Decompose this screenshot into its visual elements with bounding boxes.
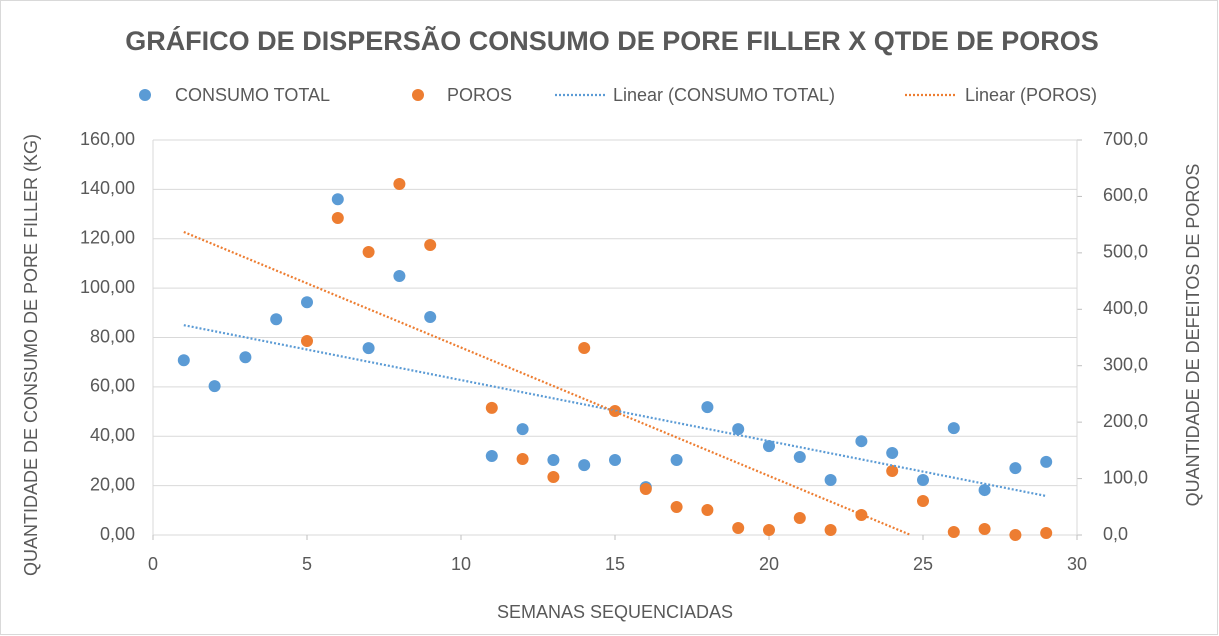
x-tick-label: 25 bbox=[913, 554, 933, 574]
scatter-point bbox=[424, 311, 437, 324]
scatter-point bbox=[824, 523, 837, 536]
scatter-point bbox=[978, 484, 991, 497]
scatter-point bbox=[393, 270, 406, 283]
scatter-point bbox=[547, 470, 560, 483]
scatter-point bbox=[793, 512, 806, 525]
legend-swatch bbox=[412, 89, 424, 101]
scatter-point bbox=[578, 341, 591, 354]
scatter-point bbox=[239, 351, 252, 364]
scatter-point bbox=[824, 473, 837, 486]
scatter-point bbox=[947, 422, 960, 435]
scatter-point bbox=[609, 453, 621, 466]
legend-label: Linear (POROS) bbox=[965, 85, 1097, 105]
scatter-point bbox=[855, 509, 868, 522]
scatter-point bbox=[763, 440, 775, 453]
scatter-point bbox=[516, 452, 529, 465]
scatter-point bbox=[393, 178, 406, 191]
scatter-point bbox=[362, 246, 375, 259]
legend-label: POROS bbox=[447, 85, 512, 105]
y2-tick-label: 300,0 bbox=[1103, 354, 1148, 374]
trendline bbox=[183, 230, 912, 537]
y-tick-label: 60,00 bbox=[90, 376, 135, 396]
scatter-point bbox=[362, 342, 375, 355]
y-tick-label: 0,00 bbox=[100, 524, 135, 544]
scatter-point bbox=[917, 494, 929, 507]
scatter-point bbox=[1040, 527, 1053, 540]
scatter-point bbox=[331, 193, 344, 206]
x-tick-label: 20 bbox=[759, 554, 779, 574]
y2-axis-title: QUANTIDADE DE DEFEITOS DE POROS bbox=[1183, 164, 1203, 507]
x-axis-title: SEMANAS SEQUENCIADAS bbox=[497, 602, 733, 622]
legend-label: Linear (CONSUMO TOTAL) bbox=[613, 85, 835, 105]
scatter-point bbox=[1040, 455, 1053, 468]
y2-tick-label: 0,0 bbox=[1103, 524, 1128, 544]
y2-tick-label: 700,0 bbox=[1103, 129, 1148, 149]
scatter-point bbox=[670, 453, 683, 466]
scatter-point bbox=[763, 523, 775, 536]
y2-tick-label: 100,0 bbox=[1103, 467, 1148, 487]
scatter-point bbox=[639, 483, 652, 496]
scatter-point bbox=[732, 522, 745, 535]
scatter-point bbox=[855, 435, 868, 448]
scatter-point bbox=[947, 526, 960, 539]
y-tick-label: 80,00 bbox=[90, 326, 135, 346]
x-tick-label: 5 bbox=[302, 554, 312, 574]
y-tick-label: 20,00 bbox=[90, 474, 135, 494]
scatter-point bbox=[208, 380, 221, 393]
y2-tick-label: 500,0 bbox=[1103, 242, 1148, 262]
scatter-point bbox=[886, 447, 899, 460]
y-tick-label: 160,00 bbox=[80, 129, 135, 149]
x-tick-label: 10 bbox=[451, 554, 471, 574]
scatter-point bbox=[1009, 529, 1022, 541]
scatter-point bbox=[177, 354, 190, 367]
y-tick-label: 40,00 bbox=[90, 425, 135, 445]
legend-label: CONSUMO TOTAL bbox=[175, 85, 330, 105]
y2-tick-label: 200,0 bbox=[1103, 411, 1148, 431]
scatter-point bbox=[978, 523, 991, 536]
scatter-point bbox=[485, 450, 498, 462]
x-tick-label: 0 bbox=[148, 554, 158, 574]
trendline bbox=[183, 324, 1047, 498]
scatter-point bbox=[578, 459, 591, 472]
y-tick-label: 120,00 bbox=[80, 228, 135, 248]
y-tick-label: 100,00 bbox=[80, 277, 135, 297]
chart-title: GRÁFICO DE DISPERSÃO CONSUMO DE PORE FIL… bbox=[125, 25, 1099, 56]
scatter-point bbox=[301, 296, 313, 309]
scatter-point bbox=[485, 401, 498, 414]
scatter-point bbox=[701, 401, 714, 414]
scatter-point bbox=[424, 238, 437, 251]
scatter-point bbox=[270, 313, 283, 326]
scatter-point bbox=[516, 423, 529, 436]
scatter-point bbox=[670, 501, 683, 514]
scatter-point bbox=[793, 450, 806, 463]
x-tick-label: 15 bbox=[605, 554, 625, 574]
scatter-point bbox=[301, 334, 313, 347]
y2-tick-label: 400,0 bbox=[1103, 298, 1148, 318]
scatter-point bbox=[917, 473, 929, 486]
legend-swatch bbox=[139, 89, 151, 101]
scatter-point bbox=[886, 465, 899, 478]
scatter-point bbox=[701, 504, 714, 517]
y-axis-title: QUANTIDADE DE CONSUMO DE PORE FILLER (KG… bbox=[21, 134, 41, 576]
scatter-point bbox=[547, 453, 560, 466]
scatter-point bbox=[331, 211, 344, 224]
scatter-point bbox=[1009, 462, 1022, 475]
y-tick-label: 140,00 bbox=[80, 178, 135, 198]
x-tick-label: 30 bbox=[1067, 554, 1087, 574]
y2-tick-label: 600,0 bbox=[1103, 185, 1148, 205]
scatter-point bbox=[732, 423, 745, 436]
scatter-point bbox=[609, 405, 621, 418]
